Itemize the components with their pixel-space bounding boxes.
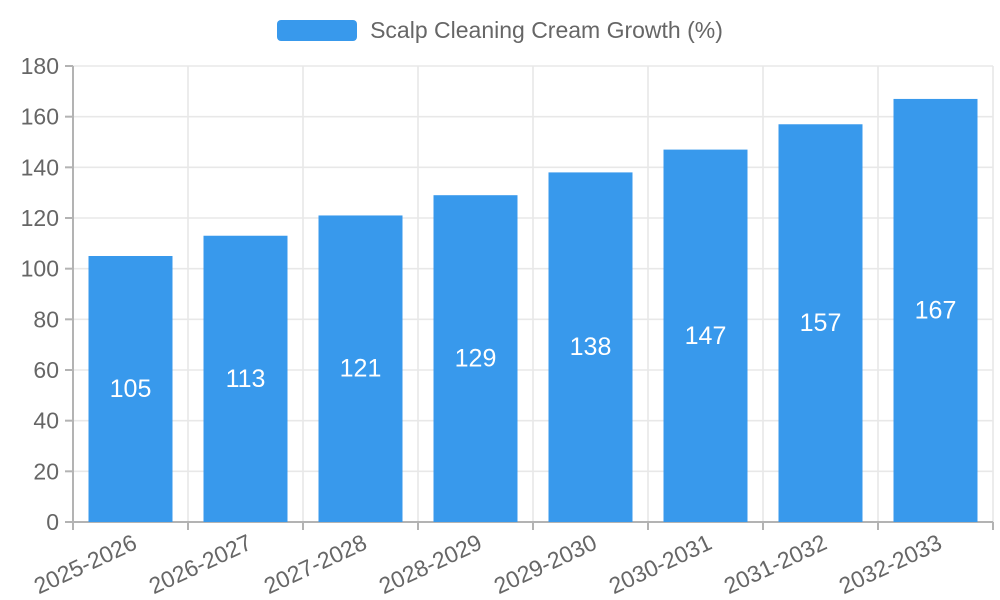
bar[interactable]: [203, 235, 288, 522]
x-tick-label: 2032-2033: [835, 529, 946, 599]
y-tick-label: 0: [46, 509, 59, 535]
legend-item[interactable]: Scalp Cleaning Cream Growth (%): [277, 18, 723, 42]
y-tick-label: 180: [21, 53, 59, 79]
x-tick-label: 2031-2032: [720, 529, 831, 599]
x-tick-label: 2027-2028: [260, 529, 371, 599]
y-tick-label: 100: [21, 256, 59, 282]
x-tick-label: 2025-2026: [30, 529, 141, 599]
legend-swatch-icon: [277, 19, 358, 41]
bar[interactable]: [433, 195, 518, 522]
x-tick-label: 2029-2030: [490, 529, 601, 599]
y-tick-label: 120: [21, 205, 59, 231]
bar[interactable]: [318, 215, 403, 522]
bar-value-label: 167: [915, 296, 957, 324]
y-tick-label: 20: [33, 458, 59, 484]
bar-value-label: 129: [455, 345, 497, 373]
bar[interactable]: [778, 124, 863, 523]
y-tick-label: 40: [33, 408, 59, 434]
legend-label: Scalp Cleaning Cream Growth (%): [370, 17, 723, 43]
x-tick-label: 2028-2029: [375, 529, 486, 599]
bar-value-label: 157: [800, 309, 842, 337]
y-tick-label: 140: [21, 154, 59, 180]
bar[interactable]: [548, 172, 633, 522]
bar-value-label: 113: [226, 365, 266, 393]
bar-value-label: 121: [340, 355, 382, 383]
x-tick-label: 2030-2031: [605, 529, 716, 599]
bar[interactable]: [893, 98, 978, 522]
y-tick-label: 60: [33, 357, 59, 383]
bar-value-label: 138: [570, 333, 612, 361]
bar[interactable]: [88, 256, 173, 522]
x-tick-label: 2026-2027: [145, 529, 256, 599]
bar[interactable]: [663, 149, 748, 522]
legend-wrap: Scalp Cleaning Cream Growth (%): [0, 18, 1000, 42]
bar-value-label: 147: [685, 322, 727, 350]
bar-value-label: 105: [110, 375, 152, 403]
y-tick-label: 160: [21, 104, 59, 130]
y-tick-label: 80: [33, 306, 59, 332]
